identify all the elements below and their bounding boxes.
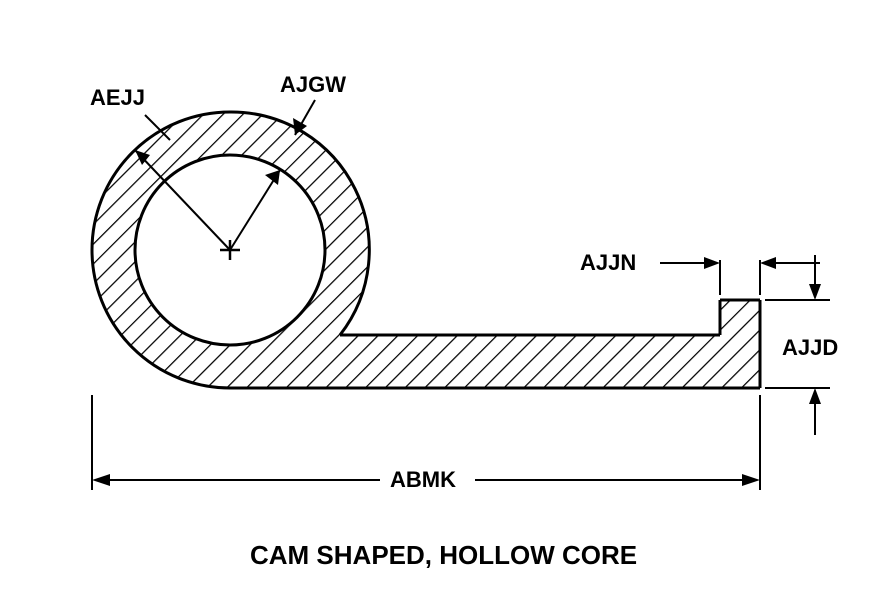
diagram-title: CAM SHAPED, HOLLOW CORE	[250, 540, 637, 571]
label-aejj: AEJJ	[90, 85, 145, 111]
label-ajjd: AJJD	[782, 335, 838, 361]
label-ajjn: AJJN	[580, 250, 636, 276]
label-ajgw: AJGW	[280, 72, 346, 98]
label-abmk: ABMK	[390, 467, 456, 493]
ajjn-dimension	[660, 257, 820, 295]
